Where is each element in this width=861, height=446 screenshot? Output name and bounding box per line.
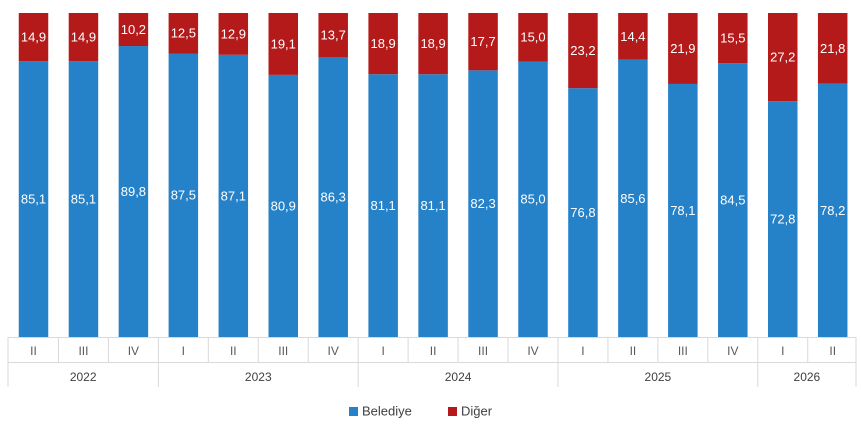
data-label-belediye: 84,5: [720, 193, 745, 208]
quarter-tick-label: III: [278, 344, 288, 358]
bar-belediye: [618, 59, 648, 337]
data-label-belediye: 87,5: [171, 188, 196, 203]
year-tick-label: 2026: [794, 370, 821, 384]
data-label-diger: 21,8: [820, 41, 845, 56]
bar-diger: [118, 13, 149, 47]
data-label-diger: 12,9: [221, 26, 246, 41]
legend-label: Diğer: [461, 403, 493, 418]
bar-diger: [618, 13, 648, 60]
data-label-diger: 19,1: [271, 36, 296, 51]
data-label-belediye: 86,3: [321, 190, 346, 205]
data-label-diger: 12,5: [171, 26, 196, 41]
data-label-diger: 10,2: [121, 22, 146, 37]
quarter-tick-label: III: [478, 344, 488, 358]
quarter-tick-label: II: [30, 344, 37, 358]
data-label-diger: 13,7: [321, 28, 346, 43]
data-label-diger: 17,7: [470, 34, 495, 49]
legend-swatch: [448, 407, 457, 416]
quarter-tick-label: I: [381, 344, 384, 358]
legend: Belediye Diğer: [349, 403, 493, 418]
quarter-tick-label: IV: [727, 344, 738, 358]
data-label-diger: 14,9: [71, 30, 96, 45]
quarter-tick-label: IV: [527, 344, 538, 358]
quarter-tick-label: I: [581, 344, 584, 358]
data-label-belediye: 85,1: [21, 192, 46, 207]
bar-belediye: [168, 53, 199, 337]
data-label-diger: 14,4: [620, 29, 645, 44]
data-label-belediye: 76,8: [570, 205, 595, 220]
data-label-diger: 15,5: [720, 31, 745, 46]
data-label-belediye: 78,2: [820, 203, 845, 218]
bar-belediye: [368, 74, 398, 338]
bar-belediye: [668, 83, 698, 338]
bar-belediye: [518, 61, 548, 337]
year-tick-label: 2025: [645, 370, 672, 384]
quarter-tick-label: II: [430, 344, 437, 358]
bar-belediye: [118, 46, 149, 337]
quarter-tick-label: IV: [128, 344, 139, 358]
data-label-belediye: 89,8: [121, 184, 146, 199]
bar-belediye: [718, 63, 748, 337]
bar-diger: [218, 13, 249, 55]
bar-belediye: [268, 74, 298, 337]
bar-belediye: [468, 70, 498, 338]
bar-diger: [817, 13, 848, 84]
data-label-diger: 23,2: [570, 43, 595, 58]
bar-diger: [318, 13, 348, 58]
legend-swatch: [349, 407, 358, 416]
bar-diger: [268, 13, 298, 75]
quarter-tick-label: I: [781, 344, 784, 358]
quarter-tick-label: III: [78, 344, 88, 358]
bar-diger: [718, 13, 748, 64]
data-label-belediye: 80,9: [271, 198, 296, 213]
quarter-tick-label: III: [678, 344, 688, 358]
bar-belediye: [18, 61, 49, 337]
bar-diger: [668, 13, 698, 84]
year-tick-label: 2024: [445, 370, 472, 384]
bar-belediye: [418, 74, 448, 338]
bar-diger: [768, 13, 798, 102]
bar-diger: [168, 13, 199, 54]
bar-diger: [18, 13, 49, 62]
quarter-tick-label: IV: [328, 344, 339, 358]
data-label-belediye: 81,1: [420, 198, 445, 213]
data-label-belediye: 87,1: [221, 188, 246, 203]
bar-belediye: [318, 57, 348, 337]
legend-label: Belediye: [362, 403, 412, 418]
data-label-diger: 15,0: [520, 30, 545, 45]
bars-layer: 85,1 14,9 85,1 14,9 89,8 10,2 87,5 12,5 87,1 12,9…: [18, 13, 848, 338]
quarter-tick-label: II: [630, 344, 637, 358]
bar-diger: [68, 13, 99, 62]
data-label-belediye: 85,0: [520, 192, 545, 207]
data-label-belediye: 85,6: [620, 191, 645, 206]
bar-belediye: [817, 83, 848, 337]
bar-belediye: [68, 61, 99, 337]
bar-diger: [468, 13, 498, 71]
bar-diger: [518, 13, 548, 62]
bar-belediye: [218, 54, 249, 338]
bar-diger: [568, 13, 598, 89]
data-label-belediye: 78,1: [670, 203, 695, 218]
data-label-belediye: 85,1: [71, 192, 96, 207]
data-label-diger: 18,9: [420, 36, 445, 51]
data-label-diger: 14,9: [21, 30, 46, 45]
data-label-belediye: 81,1: [370, 198, 395, 213]
quarter-tick-label: II: [230, 344, 237, 358]
data-label-belediye: 72,8: [770, 212, 795, 227]
bar-belediye: [568, 88, 598, 337]
bar-belediye: [768, 101, 798, 338]
bar-diger: [418, 13, 448, 75]
quarter-tick-label: II: [829, 344, 836, 358]
bar-diger: [368, 13, 398, 75]
year-tick-label: 2023: [245, 370, 272, 384]
data-label-diger: 27,2: [770, 50, 795, 65]
quarter-tick-label: I: [182, 344, 185, 358]
data-label-belediye: 82,3: [470, 196, 495, 211]
data-label-diger: 18,9: [370, 36, 395, 51]
data-label-diger: 21,9: [670, 41, 695, 56]
year-tick-label: 2022: [70, 370, 97, 384]
